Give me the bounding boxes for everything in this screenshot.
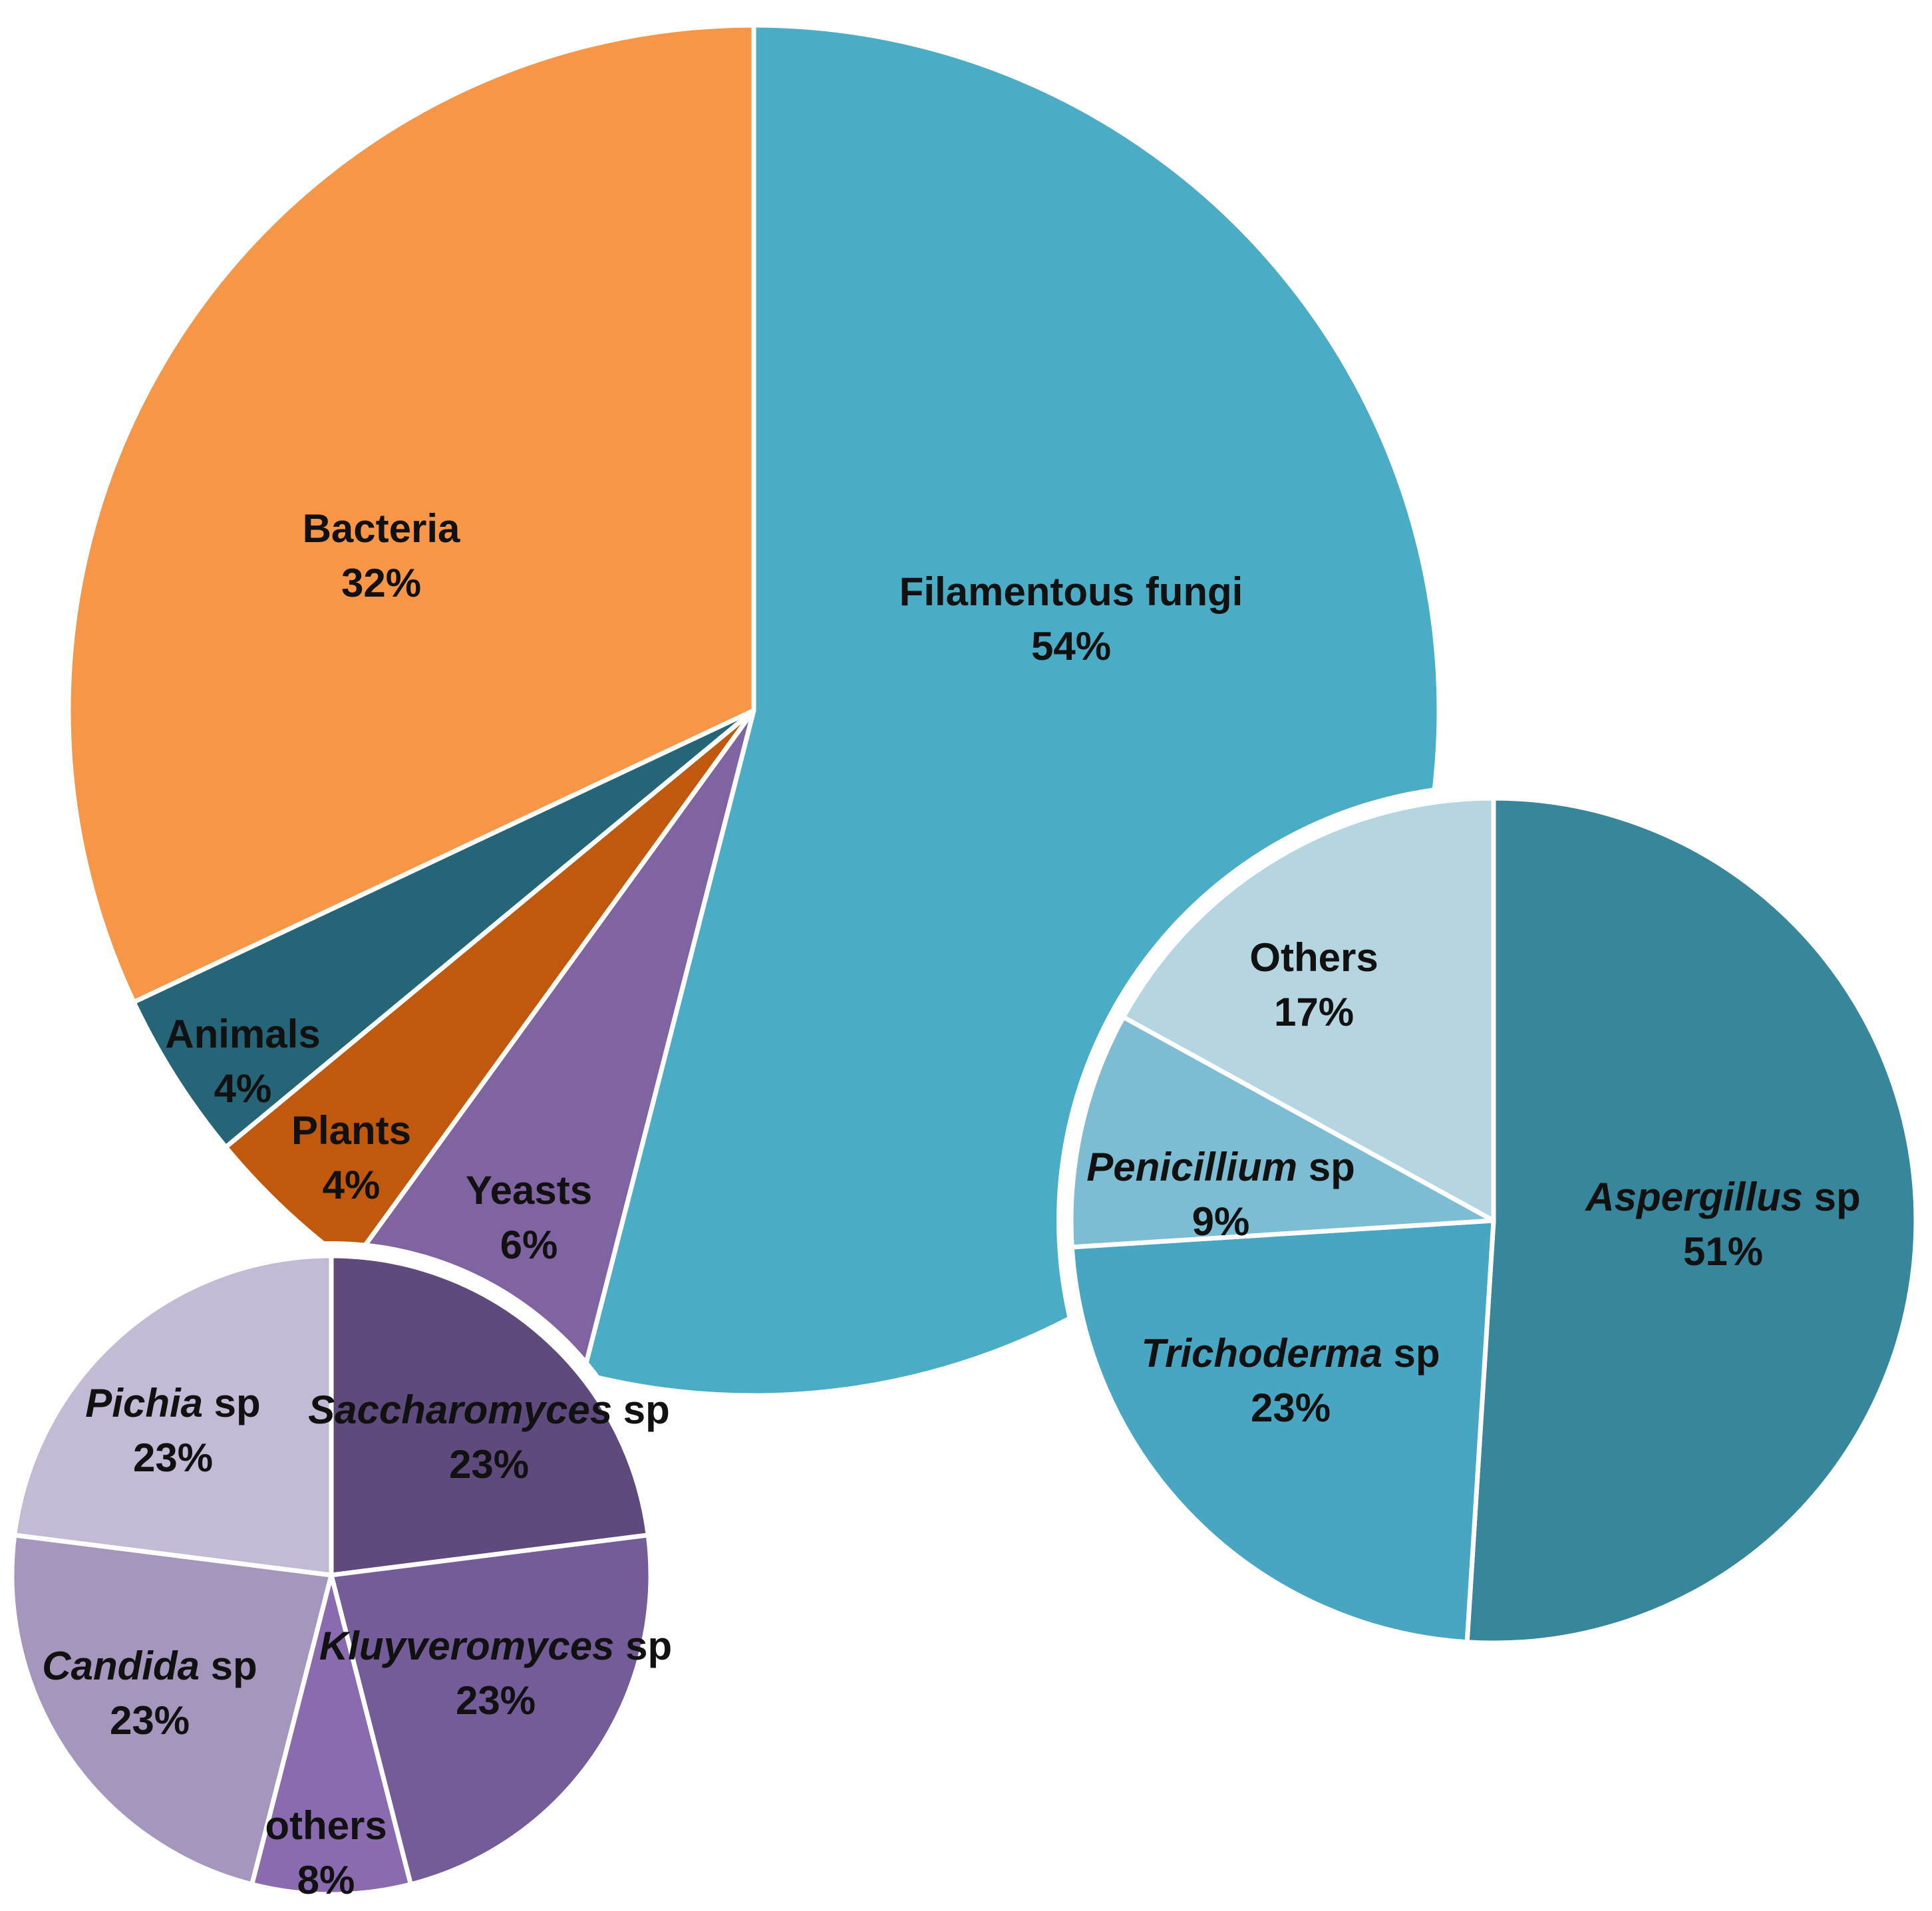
slice-label-others: Others 17% [1249,935,1378,1034]
pie-slice-pichia-sp [12,1253,334,1578]
slice-label-penicillium-sp: Penicillium sp 9% [1086,1145,1355,1244]
slice-name: Pichia sp [85,1381,260,1425]
filamentous-fungi-breakdown-pie [1056,784,1931,1658]
yeasts-breakdown-pie [0,1241,665,1909]
slice-value-label: 9% [1192,1199,1250,1244]
pie-slice-candida-sp [9,1533,334,1887]
slice-name-genus: Kluyveromyces [319,1624,615,1668]
slice-name-text: sp [1297,1145,1355,1189]
slice-name-genus: Aspergillus [1584,1175,1803,1219]
slice-name-text: Yeasts [466,1168,592,1213]
slice-name: Kluyveromyces sp [319,1624,672,1668]
slice-value-label: 8% [297,1858,355,1902]
slice-name: Others [1249,935,1378,980]
pie-slice-kluyveromyces-sp [329,1533,653,1887]
slice-label-kluyveromyces-sp: Kluyveromyces sp 23% [319,1624,672,1723]
slice-name: Animals [165,1012,320,1056]
slice-label-plants: Plants 4% [291,1108,411,1207]
slice-name: Penicillium sp [1086,1145,1355,1189]
slice-label-yeasts: Yeasts 6% [466,1168,592,1267]
slice-label-aspergillus-sp: Aspergillus sp 51% [1584,1175,1860,1274]
slice-value-label: 6% [500,1223,558,1267]
slice-value-label: 23% [110,1698,190,1743]
slice-name-text: Filamentous fungi [899,569,1243,614]
slice-label-candida-sp: Candida sp 23% [42,1644,257,1743]
slice-label-others: others 8% [265,1803,387,1902]
pie-slice-bacteria [66,23,756,1005]
slice-name-text: Plants [291,1108,411,1153]
slice-label-filamentous-fungi: Filamentous fungi 54% [899,569,1243,668]
slice-value-label: 32% [341,561,421,605]
main-pie-chart [66,23,1442,1398]
slice-name: Filamentous fungi [899,569,1243,614]
slice-name-text: sp [1382,1331,1440,1376]
slice-name-text: Bacteria [303,506,460,551]
slice-value-label: 23% [456,1678,536,1723]
pie-slice-penicillium-sp [1068,1014,1496,1250]
slice-name-text: sp [1803,1175,1861,1219]
slice-name: Candida sp [42,1644,257,1688]
slice-name-text: Animals [165,1012,320,1056]
pie-slice-aspergillus-sp [1464,796,1919,1646]
slice-name-text: sp [200,1644,257,1688]
slice-name-genus: Candida [42,1644,200,1688]
slice-name-genus: Trichoderma [1141,1331,1382,1376]
slice-value-label: 51% [1683,1229,1763,1274]
slice-label-animals: Animals 4% [165,1012,320,1111]
slice-value-label: 17% [1274,990,1354,1034]
slice-name-text: sp [614,1624,672,1668]
slice-name-text: sp [203,1381,261,1425]
slice-name: Yeasts [466,1168,592,1213]
slice-value-label: 54% [1031,624,1111,668]
slice-name: Trichoderma sp [1141,1331,1440,1376]
slice-label-pichia-sp: Pichia sp 23% [85,1381,260,1480]
slice-name-text: Others [1249,935,1378,980]
pie-slice-animals [131,708,756,1150]
slice-name: Aspergillus sp [1584,1175,1860,1219]
slice-value-label: 4% [323,1163,381,1207]
slice-name-genus: Pichia [85,1381,203,1425]
slice-name-genus: Saccharomyces [308,1388,612,1432]
pie-slice-others [249,1572,413,1897]
slice-value-label: 23% [133,1435,213,1480]
pie-slice-others [1121,796,1496,1223]
slice-name: Plants [291,1108,411,1153]
slice-name: Bacteria [303,506,460,551]
slice-name-text: sp [612,1388,670,1432]
slice-value-label: 4% [214,1066,272,1111]
slice-label-bacteria: Bacteria 32% [303,506,460,605]
slice-name: others [265,1803,387,1848]
slice-name-text: others [265,1803,387,1848]
slice-value-label: 23% [449,1442,529,1487]
slice-name-genus: Penicillium [1086,1145,1297,1189]
slice-name: Saccharomyces sp [308,1388,670,1432]
pie-slice-trichoderma-sp [1069,1218,1496,1645]
slice-label-saccharomyces-sp: Saccharomyces sp 23% [308,1388,670,1487]
slice-label-trichoderma-sp: Trichoderma sp 23% [1141,1331,1440,1430]
slice-value-label: 23% [1251,1386,1331,1430]
pie-slice-saccharomyces-sp [329,1253,651,1578]
